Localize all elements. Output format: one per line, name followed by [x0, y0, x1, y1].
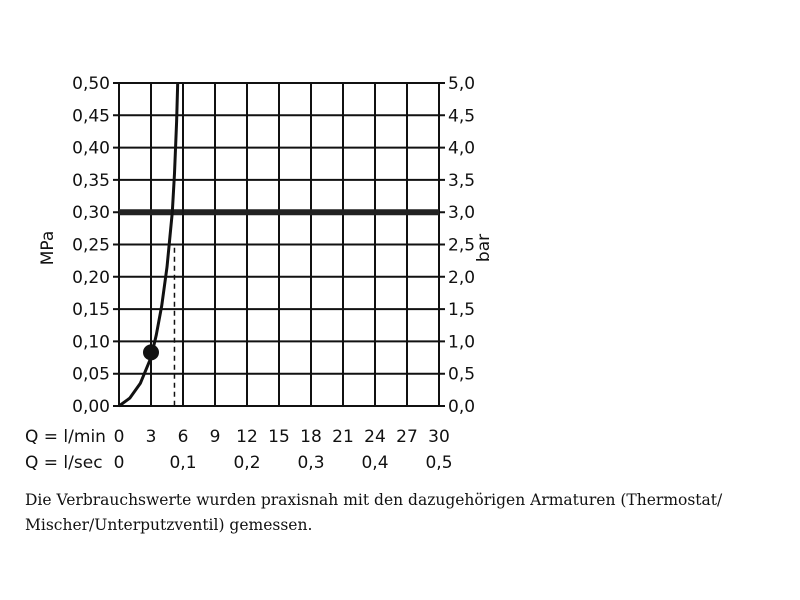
x-lmin-tick-label: 0	[114, 427, 125, 447]
right-tick-label: 2,0	[448, 268, 475, 288]
caption-line-1: Die Verbrauchswerte wurden praxisnah mit…	[25, 491, 723, 509]
caption-line-2: Mischer/Unterputzventil) gemessen.	[25, 516, 313, 534]
left-tick-label: 0,20	[72, 268, 110, 288]
x-lmin-tick-label: 21	[332, 427, 354, 447]
left-tick-label: 0,35	[72, 171, 110, 191]
x-lsec-tick-label: 0,5	[425, 453, 452, 473]
x-lsec-tick-label: 0,2	[233, 453, 260, 473]
x-lsec-tick-label: 0,3	[297, 453, 324, 473]
x-lmin-tick-label: 3	[146, 427, 157, 447]
x-lmin-tick-label: 30	[428, 427, 450, 447]
left-tick-label: 0,50	[72, 74, 110, 94]
chart-marks	[118, 82, 439, 408]
left-tick-label: 0,05	[72, 365, 110, 385]
right-axis-title: bar	[474, 234, 494, 262]
tick-labels: 0,000,050,100,150,200,250,300,350,400,45…	[72, 74, 475, 473]
grid	[113, 82, 445, 407]
right-tick-label: 5,0	[448, 74, 475, 94]
x-lmin-tick-label: 9	[210, 427, 221, 447]
x-lsec-tick-label: 0,1	[169, 453, 196, 473]
left-tick-label: 0,40	[72, 139, 110, 159]
right-tick-label: 3,5	[448, 171, 475, 191]
right-tick-label: 0,0	[448, 397, 475, 417]
x-lmin-tick-label: 6	[178, 427, 189, 447]
x-lmin-tick-label: 24	[364, 427, 386, 447]
right-tick-label: 0,5	[448, 365, 475, 385]
flow-curve	[118, 82, 180, 408]
x-axis-lsec-title: Q = l/sec	[25, 453, 103, 473]
left-tick-label: 0,15	[72, 300, 110, 320]
x-lmin-tick-label: 12	[236, 427, 258, 447]
right-tick-label: 2,5	[448, 236, 475, 256]
left-axis-title: MPa	[38, 231, 58, 266]
left-tick-label: 0,00	[72, 397, 110, 417]
right-tick-label: 1,0	[448, 332, 475, 352]
left-tick-label: 0,25	[72, 236, 110, 256]
right-tick-label: 4,5	[448, 106, 475, 126]
operating-point-marker	[143, 344, 159, 361]
left-tick-label: 0,10	[72, 332, 110, 352]
left-tick-label: 0,30	[72, 203, 110, 223]
x-axis-lmin-title: Q = l/min	[25, 427, 106, 447]
x-lmin-tick-label: 27	[396, 427, 418, 447]
caption: Die Verbrauchswerte wurden praxisnah mit…	[25, 488, 765, 538]
x-lsec-tick-label: 0,4	[361, 453, 388, 473]
right-tick-label: 1,5	[448, 300, 475, 320]
x-lmin-tick-label: 15	[268, 427, 290, 447]
x-lmin-tick-label: 18	[300, 427, 322, 447]
left-tick-label: 0,45	[72, 106, 110, 126]
right-tick-label: 3,0	[448, 203, 475, 223]
right-tick-label: 4,0	[448, 139, 475, 159]
x-lsec-tick-label: 0	[114, 453, 125, 473]
